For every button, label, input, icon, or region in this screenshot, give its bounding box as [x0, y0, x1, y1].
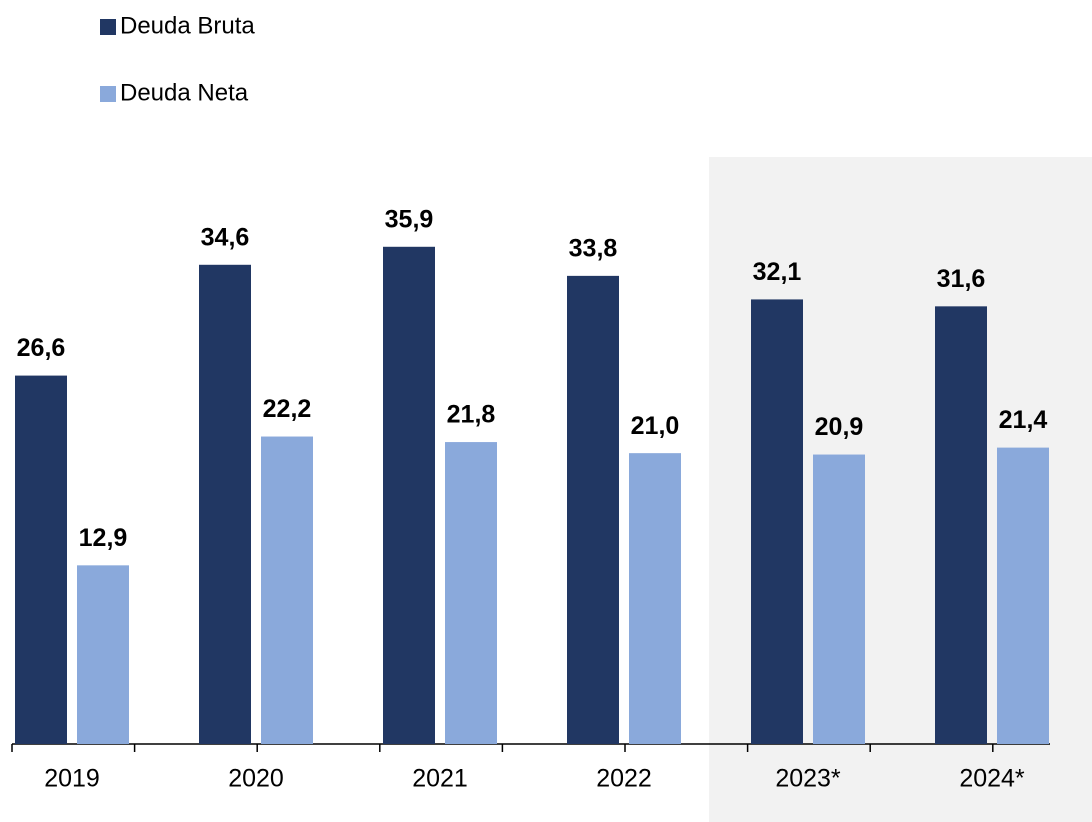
bar [261, 436, 313, 744]
value-label: 34,6 [201, 223, 250, 251]
value-label: 20,9 [815, 413, 864, 441]
x-tick-label: 2021 [412, 765, 468, 793]
legend-label: Deuda Neta [120, 79, 249, 106]
bar [751, 299, 803, 744]
value-label: 12,9 [79, 524, 128, 552]
bar [813, 454, 865, 744]
bar [199, 264, 251, 744]
x-tick-label: 2022 [596, 765, 652, 793]
x-tick-label: 2024* [959, 765, 1025, 793]
legend-label: Deuda Bruta [120, 12, 255, 39]
value-label: 31,6 [937, 265, 986, 293]
x-tick-label: 2020 [228, 765, 284, 793]
bar [77, 565, 129, 744]
bar [567, 275, 619, 744]
value-label: 22,2 [263, 395, 312, 423]
bar [935, 306, 987, 744]
bar [15, 375, 67, 744]
value-label: 21,0 [631, 412, 680, 440]
x-tick-label: 2023* [775, 765, 841, 793]
value-label: 35,9 [385, 205, 434, 233]
legend-swatch [100, 86, 116, 102]
value-label: 26,6 [17, 334, 66, 362]
bar [629, 453, 681, 744]
x-tick-label: 2019 [44, 765, 100, 793]
value-label: 33,8 [569, 234, 618, 262]
bar [383, 246, 435, 744]
bar [997, 447, 1049, 744]
value-label: 32,1 [753, 258, 802, 286]
legend-swatch [100, 19, 116, 35]
value-label: 21,8 [447, 401, 496, 429]
bar [445, 442, 497, 744]
value-label: 21,4 [999, 406, 1048, 434]
